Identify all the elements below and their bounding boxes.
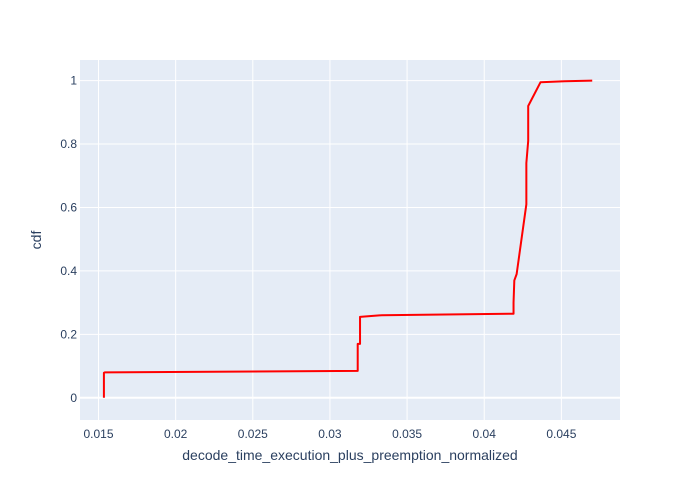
x-tick-label: 0.035 — [392, 427, 422, 441]
x-tick-label: 0.03 — [318, 427, 342, 441]
plot-background — [80, 60, 620, 420]
y-gridlines — [80, 80, 620, 399]
y-tick-label: 0.4 — [60, 264, 77, 278]
x-tick-label: 0.02 — [164, 427, 188, 441]
y-tick-label: 1 — [70, 74, 77, 88]
y-tick-label: 0.2 — [60, 327, 77, 341]
x-axis-title: decode_time_execution_plus_preemption_no… — [182, 447, 517, 463]
x-tick-label: 0.025 — [238, 427, 268, 441]
y-tick-label: 0.6 — [60, 200, 77, 214]
x-gridlines — [98, 60, 562, 420]
series-layer — [102, 79, 593, 398]
y-tick-label: 0.8 — [60, 137, 77, 151]
y-tick-label: 0 — [70, 391, 77, 405]
x-tick-label: 0.04 — [473, 427, 497, 441]
x-tick-label: 0.045 — [546, 427, 576, 441]
cdf-series-line — [102, 79, 593, 398]
x-tick-labels: 0.015 0.02 0.025 0.03 0.035 0.04 0.045 — [83, 427, 576, 441]
y-tick-labels: 0 0.2 0.4 0.6 0.8 1 — [60, 74, 77, 405]
x-tick-label: 0.015 — [83, 427, 113, 441]
y-axis-title: cdf — [28, 231, 44, 250]
